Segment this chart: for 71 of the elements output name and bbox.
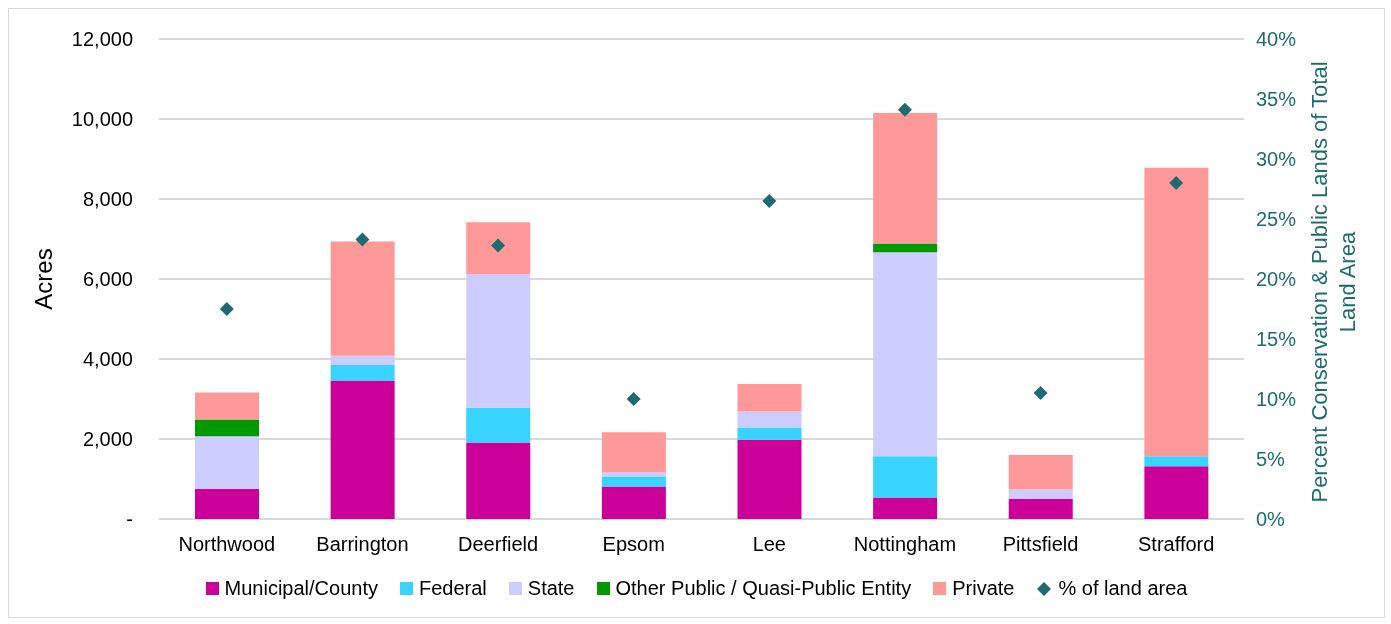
point xyxy=(219,302,234,316)
bar xyxy=(330,365,395,381)
bar xyxy=(466,274,531,408)
y2-axis-title: Percent Conservation & Public Lands of Total Land Area xyxy=(1307,61,1360,503)
point xyxy=(762,194,777,208)
y2-tick-label: 10% xyxy=(1256,388,1297,411)
bar xyxy=(873,252,938,457)
bar xyxy=(601,486,666,519)
x-tick-label: Epsom xyxy=(602,533,665,556)
y-tick-label: 2,000 xyxy=(82,428,133,451)
bar xyxy=(195,436,259,489)
y2-tick-label: 25% xyxy=(1256,208,1297,231)
bar xyxy=(873,113,938,244)
y2-tick-label: 5% xyxy=(1256,448,1286,471)
bar xyxy=(873,243,938,253)
y2-tick-label: 20% xyxy=(1256,268,1297,291)
point xyxy=(1169,176,1184,190)
point xyxy=(491,238,506,253)
bar xyxy=(330,241,395,356)
bar xyxy=(330,380,395,519)
legend-label: % of land area xyxy=(1058,577,1188,600)
bar xyxy=(873,497,938,519)
bar xyxy=(1144,456,1209,467)
bar xyxy=(737,439,802,519)
y-tick-label: 8,000 xyxy=(82,188,133,211)
x-tick-label: Nottingham xyxy=(853,533,957,556)
bar xyxy=(466,407,531,443)
bar xyxy=(737,384,802,412)
x-tick-label: Strafford xyxy=(1138,533,1215,556)
x-tick-label: Pittsfield xyxy=(1002,533,1079,556)
bar xyxy=(1008,455,1073,490)
y2-tick-label: 35% xyxy=(1256,88,1297,111)
bar xyxy=(195,392,259,420)
bar xyxy=(737,411,802,428)
bar xyxy=(466,222,531,275)
bar xyxy=(601,472,666,477)
bar xyxy=(330,355,395,365)
y2-tick-label: 0% xyxy=(1256,508,1286,531)
y-tick-label: - xyxy=(126,508,133,531)
y2-tick-label: 30% xyxy=(1256,148,1297,171)
x-tick-label: Northwood xyxy=(178,533,276,556)
bar xyxy=(1144,466,1209,519)
point xyxy=(897,102,912,117)
bar xyxy=(873,456,938,498)
x-tick-label: Barrington xyxy=(316,533,409,556)
point xyxy=(355,232,370,247)
bar xyxy=(1008,499,1073,519)
y-tick-label: 10,000 xyxy=(71,108,133,131)
legend-label: Other Public / Quasi-Public Entity xyxy=(615,577,912,600)
y-tick-label: 12,000 xyxy=(71,28,133,51)
legend-label: Federal xyxy=(418,577,487,600)
point xyxy=(626,392,641,406)
bar xyxy=(601,432,666,473)
bar xyxy=(1144,167,1209,457)
bar xyxy=(601,476,666,487)
legend-label: State xyxy=(527,577,575,600)
y2-tick-label: 15% xyxy=(1256,328,1297,351)
bar xyxy=(466,442,531,519)
legend-label: Private xyxy=(952,577,1015,600)
x-tick-label: Lee xyxy=(752,533,786,556)
bar xyxy=(737,427,802,440)
bar xyxy=(195,489,259,519)
y-axis-title: Acres xyxy=(29,248,57,310)
y-tick-label: 4,000 xyxy=(82,348,133,371)
point xyxy=(1033,386,1048,400)
x-tick-label: Deerfield xyxy=(458,533,539,556)
y-tick-label: 6,000 xyxy=(82,268,133,291)
bar xyxy=(1008,489,1073,499)
bar xyxy=(195,419,259,437)
legend-label: Municipal/County xyxy=(224,577,378,600)
y2-tick-label: 40% xyxy=(1256,28,1297,51)
